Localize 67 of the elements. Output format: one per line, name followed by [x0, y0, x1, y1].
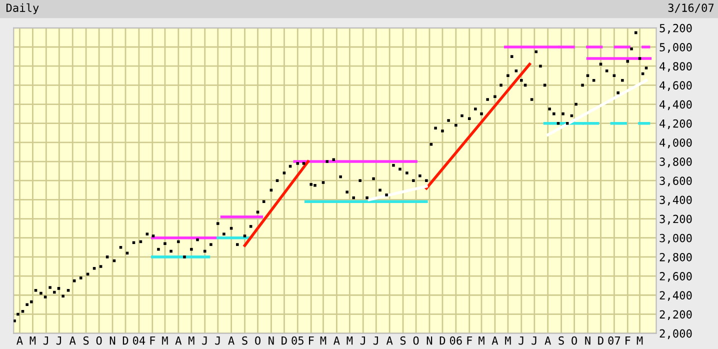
- x-tick-label: F: [626, 336, 630, 345]
- x-tick-label: N: [426, 336, 432, 345]
- x-tick-label: F: [467, 336, 472, 345]
- y-tick-label: 4,400: [660, 100, 692, 110]
- x-tick-label: M: [505, 336, 511, 345]
- x-tick-label: J: [360, 336, 365, 345]
- x-tick-label: S: [83, 336, 89, 345]
- x-tick-label: 05: [292, 336, 304, 345]
- y-tick-label: 4,800: [660, 62, 692, 72]
- x-tick-label: M: [320, 336, 326, 345]
- x-tick-label: S: [400, 336, 406, 345]
- y-tick-label: 2,600: [660, 272, 692, 282]
- x-tick-label: O: [413, 336, 419, 345]
- y-tick-label: 5,200: [660, 24, 692, 34]
- x-tick-label: N: [585, 336, 590, 345]
- y-tick-label: 3,800: [660, 158, 692, 168]
- x-tick-label: J: [56, 336, 62, 345]
- x-tick-label: O: [572, 336, 578, 345]
- x-tick-label: A: [69, 336, 76, 345]
- x-tick-label: J: [518, 336, 524, 345]
- x-tick-label: J: [215, 336, 220, 345]
- x-tick-label: D: [440, 336, 446, 345]
- x-tick-label: M: [478, 336, 484, 345]
- y-tick-label: 3,400: [660, 196, 692, 206]
- y-tick-label: 2,800: [660, 252, 692, 263]
- x-tick-label: M: [346, 336, 353, 345]
- x-tick-label: A: [334, 336, 340, 345]
- x-tick-label: 07: [608, 336, 620, 345]
- x-tick-label: J: [43, 336, 48, 345]
- x-tick-label: N: [110, 336, 116, 345]
- x-tick-label: D: [122, 336, 128, 345]
- y-tick-label: 2,000: [660, 329, 692, 340]
- y-tick-label: 3,200: [660, 214, 692, 225]
- x-tick-label: A: [492, 336, 498, 345]
- x-tick-label: D: [282, 336, 287, 345]
- y-tick-label: 4,000: [660, 138, 692, 148]
- x-tick-label: A: [386, 336, 393, 345]
- x-tick-label: O: [96, 336, 102, 345]
- x-tick-label: M: [188, 336, 194, 345]
- x-tick-label: A: [175, 336, 182, 345]
- y-tick-label: 3,600: [660, 176, 692, 186]
- y-tick-label: 4,600: [660, 81, 692, 91]
- y-tick-label: 2,400: [660, 291, 692, 301]
- y-tick-label: 3,000: [660, 234, 692, 244]
- x-tick-label: J: [373, 336, 378, 345]
- x-tick-label: A: [228, 336, 234, 345]
- x-tick-label: D: [598, 336, 604, 345]
- x-tick-label: S: [558, 336, 564, 345]
- x-tick-label: A: [544, 336, 551, 345]
- x-tick-label: 06: [450, 336, 462, 345]
- y-tick-label: 4,200: [660, 119, 692, 130]
- text: 3/16/07: [668, 4, 714, 13]
- y-tick-label: 2,200: [660, 310, 692, 320]
- x-tick-label: 04: [132, 336, 146, 345]
- x-tick-label: M: [30, 336, 36, 345]
- x-tick-label: A: [16, 336, 23, 345]
- x-tick-label: F: [309, 336, 314, 345]
- x-tick-label: O: [255, 336, 260, 345]
- y-tick-label: 5,000: [660, 43, 692, 53]
- x-tick-label: M: [162, 336, 168, 345]
- x-tick-label: N: [268, 336, 274, 345]
- chart-title: Daily: [6, 3, 39, 14]
- x-tick-label: S: [242, 336, 248, 345]
- x-tick-label: F: [150, 336, 156, 345]
- x-tick-label: J: [202, 336, 207, 345]
- x-tick-label: J: [532, 336, 536, 345]
- x-tick-label: M: [636, 336, 643, 345]
